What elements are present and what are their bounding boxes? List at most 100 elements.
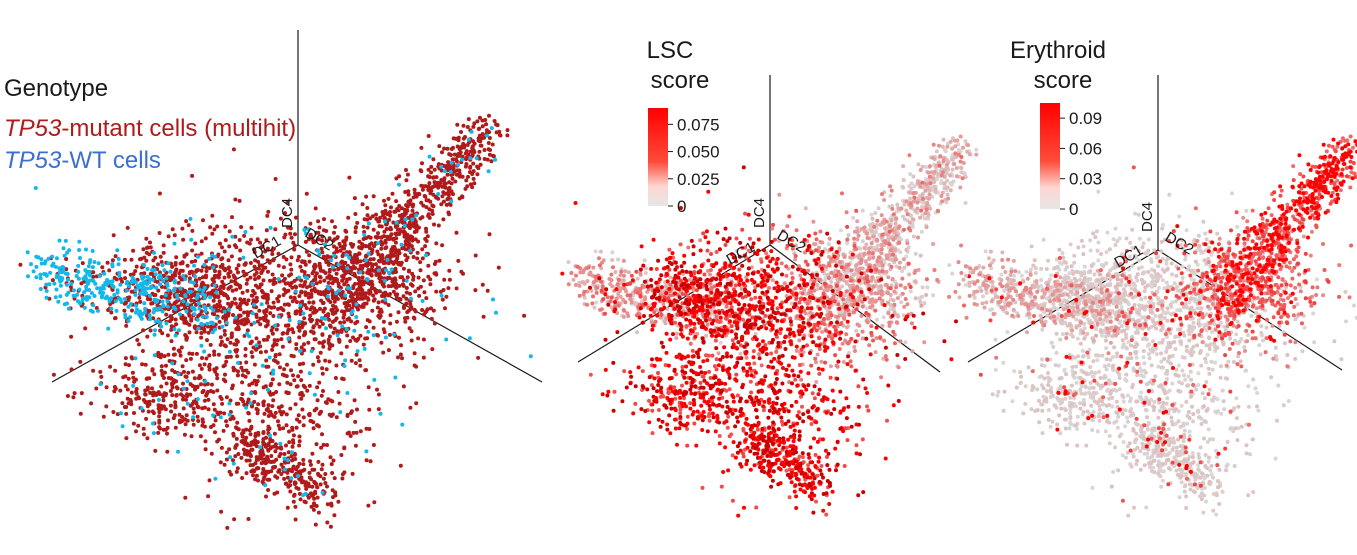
- cell-point: [175, 386, 180, 391]
- cell-point: [864, 306, 869, 311]
- cell-point: [451, 136, 456, 141]
- cell-point: [341, 244, 346, 249]
- cell-point: [331, 303, 335, 308]
- cell-point: [284, 257, 289, 262]
- cell-point: [890, 207, 895, 211]
- cell-point: [261, 437, 266, 442]
- cell-point: [427, 154, 432, 159]
- cell-point: [180, 415, 185, 419]
- cell-point: [237, 257, 242, 262]
- cell-point: [230, 215, 234, 220]
- cell-point: [383, 238, 388, 243]
- cell-point: [434, 289, 439, 294]
- cell-point: [382, 234, 386, 239]
- cell-point: [158, 355, 163, 360]
- cell-point: [376, 241, 381, 246]
- cell-point: [230, 383, 235, 388]
- cell-point: [829, 279, 834, 284]
- cell-point: [432, 167, 437, 172]
- cell-point: [237, 198, 242, 203]
- cell-point: [73, 294, 78, 298]
- cell-point: [199, 331, 204, 335]
- cell-point: [340, 309, 344, 314]
- cell-point: [51, 261, 56, 266]
- cell-point: [164, 321, 169, 326]
- cell-point: [260, 419, 265, 424]
- cell-point: [350, 471, 355, 476]
- cell-point: [798, 273, 803, 278]
- cell-point: [99, 374, 104, 379]
- cell-point: [71, 395, 76, 400]
- cell-point: [232, 296, 237, 301]
- cell-point: [38, 272, 43, 277]
- cell-point: [279, 404, 284, 409]
- cell-point: [880, 263, 885, 268]
- cell-point: [259, 271, 264, 275]
- cell-point: [835, 314, 840, 319]
- cell-point: [245, 277, 250, 282]
- cell-point: [142, 275, 146, 280]
- cell-point: [158, 282, 163, 287]
- cell-point: [427, 175, 432, 179]
- cell-point: [214, 290, 219, 295]
- cell-point: [403, 319, 408, 324]
- cell-point: [865, 320, 870, 325]
- cell-point: [322, 217, 326, 222]
- cell-point: [328, 323, 332, 328]
- cell-point: [412, 316, 417, 321]
- cell-point: [326, 286, 331, 291]
- cell-point: [442, 178, 446, 183]
- cell-point: [186, 370, 191, 375]
- cell-point: [216, 252, 221, 257]
- cell-point: [320, 234, 325, 239]
- cell-point: [260, 479, 265, 484]
- cell-point: [328, 398, 333, 403]
- cell-point: [228, 284, 233, 289]
- cell-point: [155, 307, 160, 312]
- cell-point: [482, 148, 487, 152]
- cell-point: [851, 272, 856, 277]
- cell-point: [397, 283, 402, 288]
- cell-point: [256, 285, 261, 290]
- cell-point: [268, 278, 272, 283]
- cell-point: [407, 326, 412, 331]
- cell-point: [926, 170, 931, 175]
- cell-point: [870, 303, 875, 308]
- cell-point: [610, 258, 615, 262]
- cell-point: [199, 251, 204, 256]
- cell-point: [278, 409, 283, 414]
- legend-entry-mutant-italic: TP53: [4, 115, 62, 142]
- cell-point: [389, 205, 393, 210]
- cell-point: [346, 290, 351, 294]
- cell-point: [266, 269, 270, 274]
- cell-point: [152, 293, 157, 297]
- cell-point: [371, 227, 376, 232]
- cell-point: [580, 280, 585, 285]
- cell-point: [945, 144, 950, 149]
- cell-point: [353, 291, 358, 295]
- cell-point: [325, 484, 329, 489]
- cell-point: [377, 272, 382, 277]
- cell-point: [316, 359, 321, 364]
- cell-point: [297, 434, 302, 439]
- cell-point: [91, 274, 96, 279]
- cell-point: [242, 262, 247, 267]
- cell-point: [176, 280, 181, 285]
- cell-point: [258, 316, 263, 321]
- cell-point: [436, 223, 441, 228]
- cell-point: [235, 326, 240, 331]
- cell-point: [235, 354, 240, 359]
- cell-point: [905, 212, 910, 217]
- cell-point: [425, 307, 430, 312]
- cell-point: [134, 429, 138, 434]
- cell-point: [940, 144, 945, 149]
- cell-point: [455, 122, 460, 127]
- cell-point: [353, 230, 358, 234]
- cell-point: [397, 182, 401, 187]
- cell-point: [224, 359, 229, 364]
- cell-point: [236, 369, 240, 374]
- cell-point: [227, 229, 232, 234]
- cell-point: [870, 216, 875, 221]
- cell-point: [879, 375, 884, 380]
- cell-point: [447, 268, 452, 273]
